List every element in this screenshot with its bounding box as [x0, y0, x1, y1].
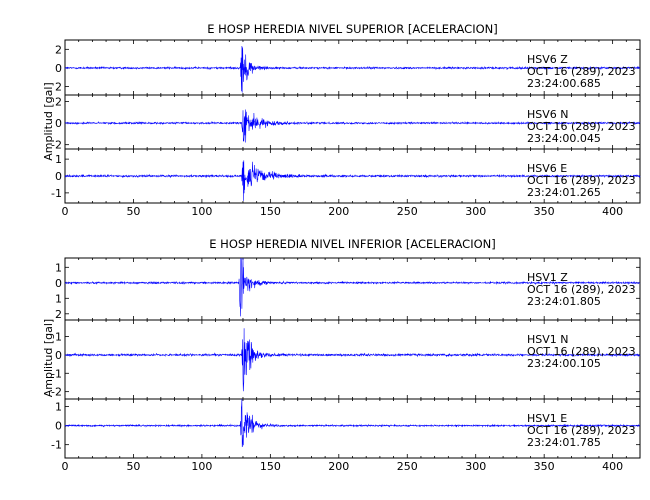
waveform-line — [64, 45, 641, 93]
y-axis-label: Amplitud [gal] — [42, 319, 55, 397]
date-label: OCT 16 (289), 2023 — [527, 424, 636, 437]
station-label: HSV6 E — [527, 162, 567, 175]
y-tick-label: 0 — [55, 117, 62, 130]
y-tick-label: 2 — [55, 81, 62, 94]
x-tick-label: 50 — [126, 460, 140, 473]
x-tick-label: 150 — [260, 460, 281, 473]
date-label: OCT 16 (289), 2023 — [527, 174, 636, 187]
x-tick-label: 400 — [602, 460, 623, 473]
time-label: 23:24:01.785 — [527, 436, 601, 449]
waveform-line — [64, 328, 641, 392]
y-tick-label: 1 — [55, 331, 62, 344]
waveform-line — [64, 257, 641, 317]
x-tick-label: 100 — [191, 205, 212, 218]
y-axis-label: Amplitud [gal] — [42, 82, 55, 160]
station-label: HSV1 Z — [527, 271, 568, 284]
station-label: HSV6 N — [527, 108, 569, 121]
chart-title: E HOSP HEREDIA NIVEL SUPERIOR [ACELERACI… — [207, 22, 498, 36]
x-tick-label: 400 — [602, 205, 623, 218]
x-tick-label: 0 — [62, 460, 69, 473]
y-tick-label: 0 — [55, 349, 62, 362]
y-tick-label: -1 — [51, 187, 62, 200]
y-tick-label: 1 — [55, 261, 62, 274]
y-tick-label: 1 — [55, 292, 62, 305]
x-tick-label: 50 — [126, 205, 140, 218]
station-label: HSV1 N — [527, 333, 569, 346]
y-tick-label: 2 — [55, 308, 62, 321]
date-label: OCT 16 (289), 2023 — [527, 345, 636, 358]
station-label: HSV1 E — [527, 412, 567, 425]
y-tick-label: -1 — [51, 439, 62, 452]
date-label: OCT 16 (289), 2023 — [527, 120, 636, 133]
y-tick-label: 1 — [55, 401, 62, 414]
chart-group-2: E HOSP HEREDIA NIVEL INFERIOR [ACELERACI… — [42, 237, 641, 473]
x-tick-label: 250 — [397, 460, 418, 473]
x-tick-label: 300 — [465, 460, 486, 473]
time-label: 23:24:00.105 — [527, 357, 601, 370]
x-tick-label: 0 — [62, 205, 69, 218]
time-label: 23:24:00.685 — [527, 77, 601, 90]
y-tick-label: 1 — [55, 153, 62, 166]
y-tick-label: -2 — [51, 139, 62, 152]
x-tick-label: 350 — [534, 205, 555, 218]
time-label: 23:24:01.265 — [527, 186, 601, 199]
chart-title: E HOSP HEREDIA NIVEL INFERIOR [ACELERACI… — [209, 237, 495, 251]
y-tick-label: -2 — [51, 386, 62, 399]
x-tick-label: 350 — [534, 460, 555, 473]
chart-group-1: E HOSP HEREDIA NIVEL SUPERIOR [ACELERACI… — [42, 22, 641, 218]
waveform-line — [64, 398, 641, 448]
y-tick-label: 0 — [55, 277, 62, 290]
y-tick-label: 0 — [55, 420, 62, 433]
x-tick-label: 200 — [328, 460, 349, 473]
y-tick-label: 0 — [55, 62, 62, 75]
date-label: OCT 16 (289), 2023 — [527, 283, 636, 296]
x-tick-label: 100 — [191, 460, 212, 473]
waveform-line — [65, 160, 641, 201]
y-tick-label: -1 — [51, 367, 62, 380]
waveform-line — [65, 109, 641, 143]
x-tick-label: 250 — [397, 205, 418, 218]
x-tick-label: 200 — [328, 205, 349, 218]
station-label: HSV6 Z — [527, 53, 568, 66]
time-label: 23:24:01.805 — [527, 295, 601, 308]
y-tick-label: 2 — [55, 43, 62, 56]
y-tick-label: 0 — [55, 170, 62, 183]
date-label: OCT 16 (289), 2023 — [527, 65, 636, 78]
time-label: 23:24:00.045 — [527, 132, 601, 145]
x-tick-label: 150 — [260, 205, 281, 218]
y-tick-label: 2 — [55, 95, 62, 108]
x-tick-label: 300 — [465, 205, 486, 218]
